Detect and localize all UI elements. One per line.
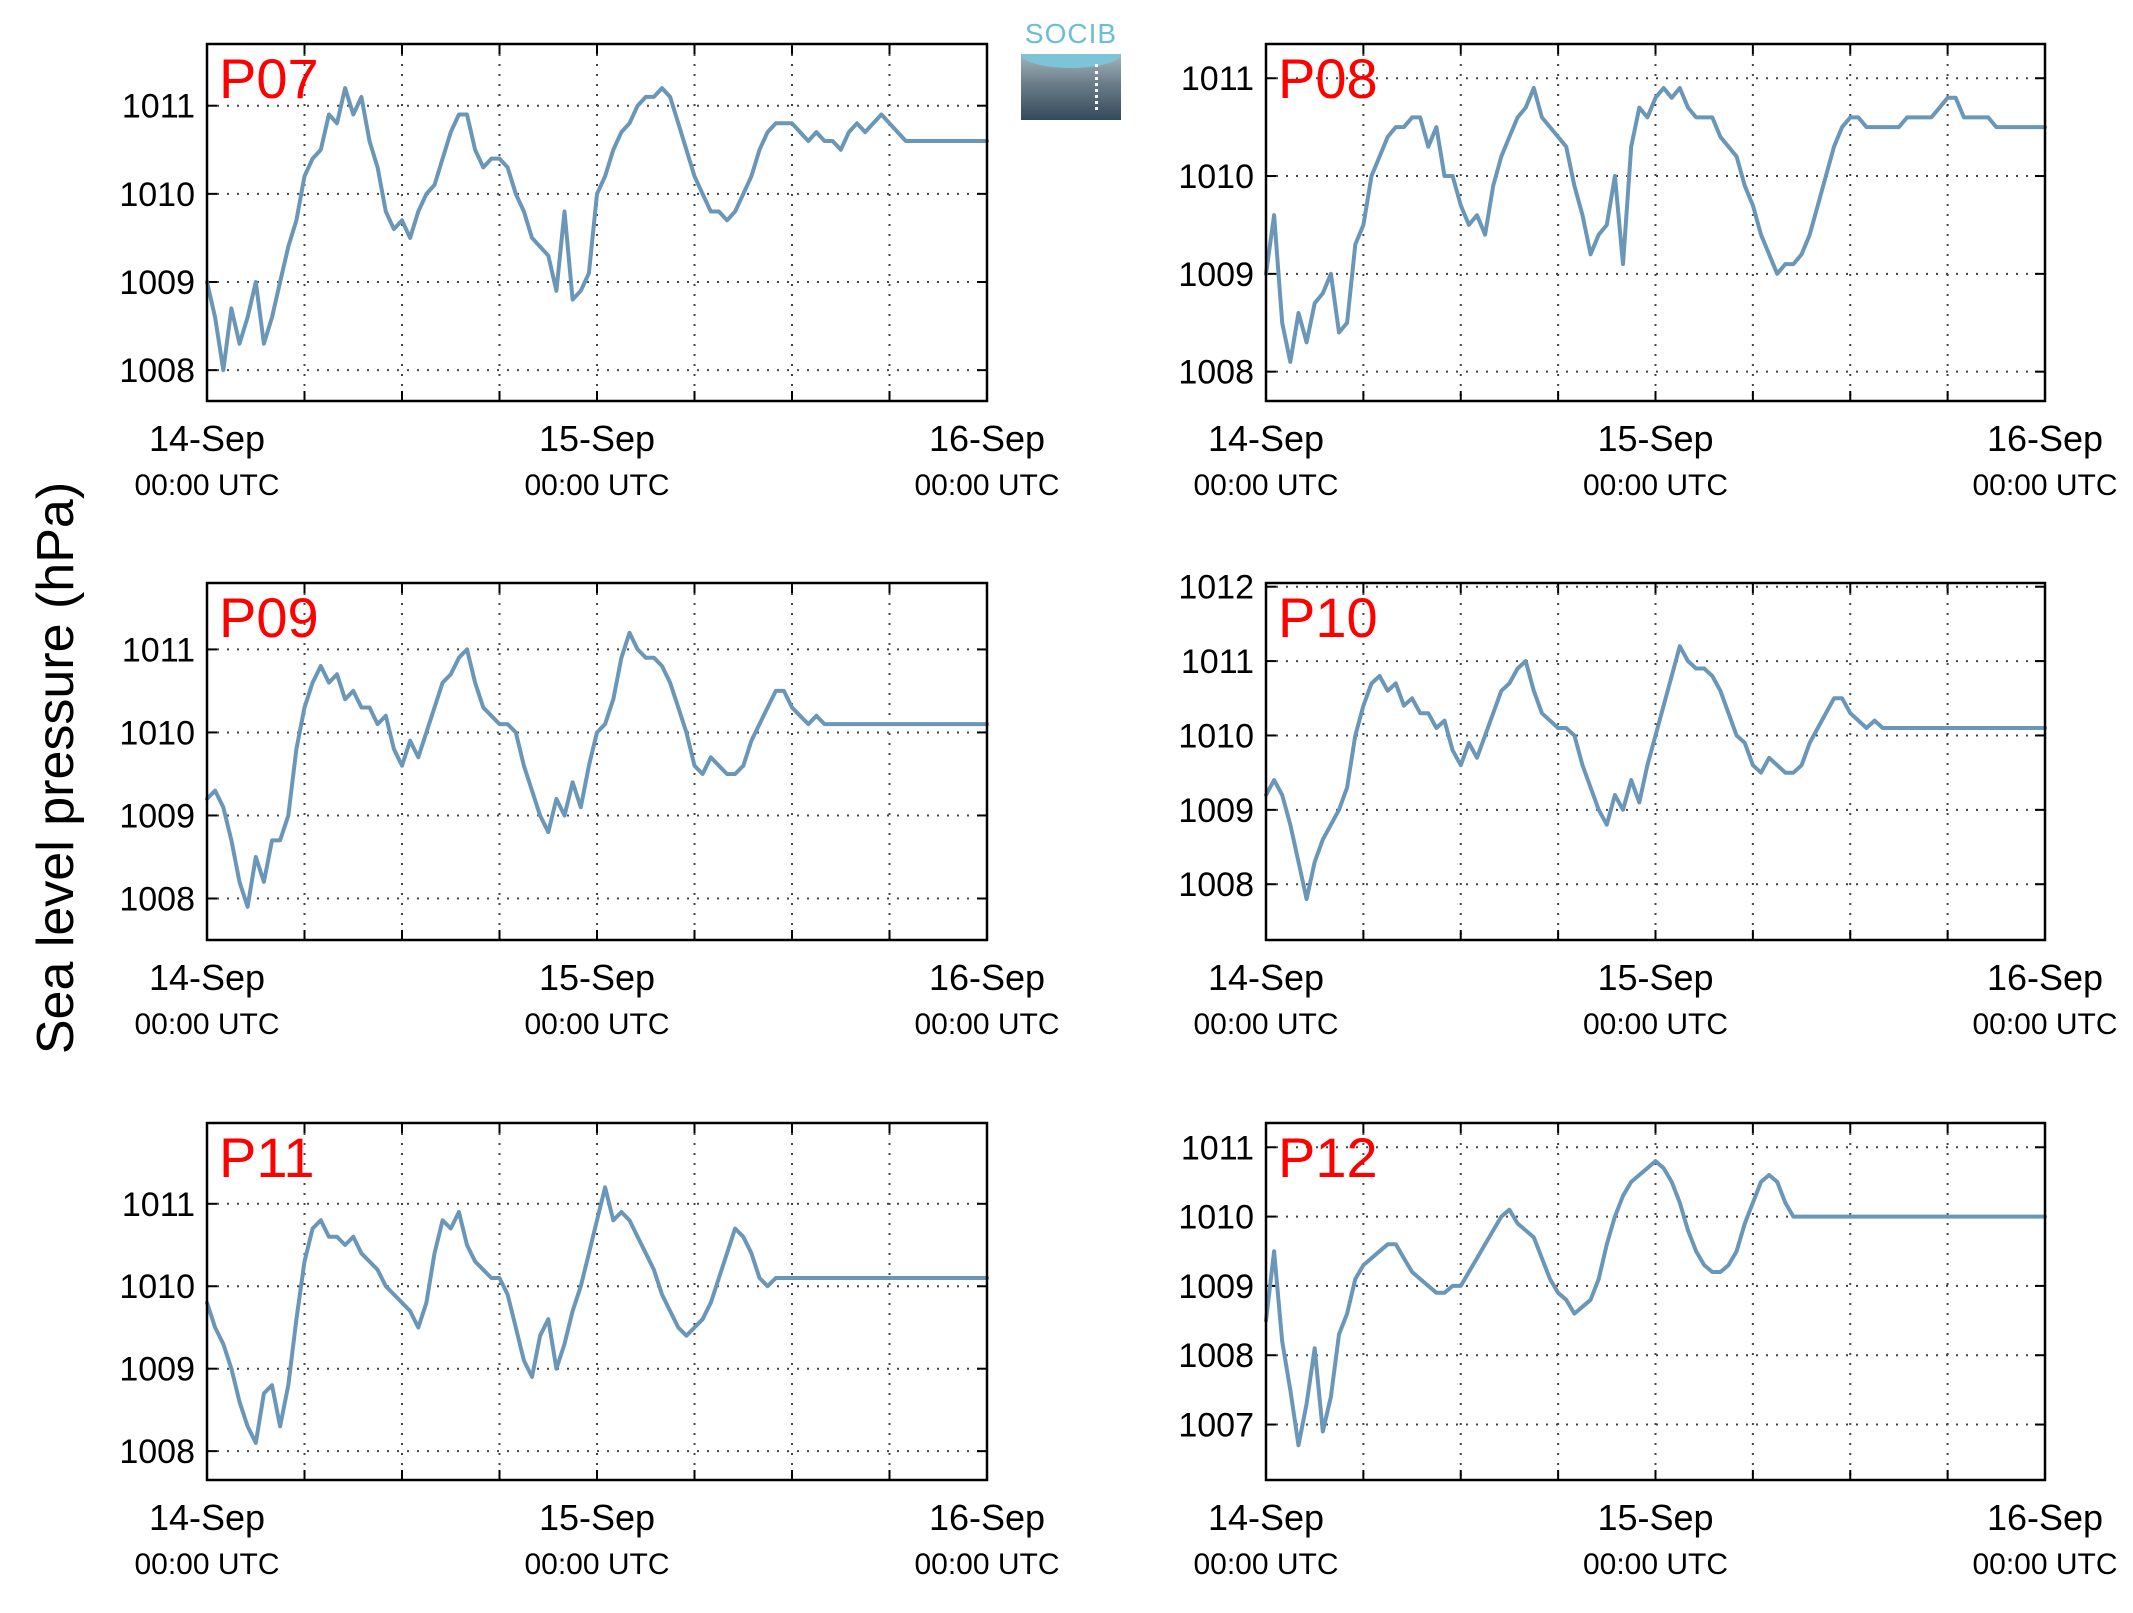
- y-tick-label: 1012: [1178, 569, 1254, 607]
- x-tick-label-date: 16-Sep: [1987, 957, 2103, 998]
- logo-dots: [1095, 64, 1098, 110]
- station-label: P09: [219, 586, 319, 649]
- y-tick-label: 1009: [1178, 792, 1254, 830]
- y-tick-label: 1011: [122, 631, 195, 669]
- x-tick-label-time: 00:00 UTC: [524, 469, 669, 502]
- x-tick-label-time: 00:00 UTC: [914, 469, 1059, 502]
- x-tick-label-time: 00:00 UTC: [1193, 1008, 1338, 1041]
- x-tick-label-time: 00:00 UTC: [524, 1548, 669, 1581]
- x-tick-label-date: 15-Sep: [539, 418, 655, 459]
- series-line: [1264, 1159, 2047, 1448]
- x-tick-label-date: 15-Sep: [1597, 957, 1713, 998]
- chart-panel-p12: 1007 1008 1009 1010 1011 14-Sep 00:00 UTC 15-Se…: [1178, 1121, 2118, 1581]
- y-tick-label: 1008: [1178, 1337, 1254, 1375]
- x-tick-label-time: 00:00 UTC: [1583, 1548, 1728, 1581]
- chart-panel-p11: 1008 1009 1010 1011 14-Sep 00:00 UTC 15-Sep 00:…: [119, 1121, 1060, 1581]
- chart-panel-p09: 1008 1009 1010 1011 14-Sep 00:00 UTC 15-Sep 00:…: [119, 581, 1060, 1041]
- x-tick-label-date: 16-Sep: [929, 957, 1045, 998]
- x-tick-label-time: 00:00 UTC: [1193, 469, 1338, 502]
- x-tick-label-time: 00:00 UTC: [134, 1548, 279, 1581]
- series-line: [205, 630, 989, 909]
- y-tick-label: 1008: [1178, 354, 1254, 392]
- y-tick-label: 1011: [1181, 60, 1254, 98]
- chart-panel-p10: 1008 1009 1010 1011 1012 14-Sep 00:00 UTC 15-Se…: [1178, 569, 2117, 1041]
- x-tick-label-time: 00:00 UTC: [524, 1008, 669, 1041]
- y-tick-label: 1011: [1181, 1129, 1254, 1167]
- x-tick-label-time: 00:00 UTC: [134, 1008, 279, 1041]
- chart-panel-p07: 1008 1009 1010 1011 14-Sep 00:00 UTC 15-Sep 00:…: [119, 42, 1060, 502]
- y-tick-label: 1010: [119, 1268, 195, 1306]
- y-tick-label: 1010: [1178, 158, 1254, 196]
- station-label: P07: [219, 47, 319, 110]
- y-tick-label: 1009: [1178, 256, 1254, 294]
- y-tick-label: 1008: [119, 1433, 195, 1471]
- axes-frame: [1264, 42, 2047, 403]
- x-tick-label-date: 16-Sep: [1987, 1497, 2103, 1538]
- x-tick-label-date: 15-Sep: [539, 957, 655, 998]
- x-tick-label-date: 16-Sep: [929, 418, 1045, 459]
- y-tick-label: 1008: [119, 880, 195, 918]
- x-tick-label-date: 14-Sep: [149, 957, 265, 998]
- x-tick-label-date: 15-Sep: [1597, 1497, 1713, 1538]
- x-tick-label-date: 16-Sep: [1987, 418, 2103, 459]
- x-tick-label-date: 16-Sep: [929, 1497, 1045, 1538]
- x-tick-label-date: 14-Sep: [1208, 418, 1324, 459]
- y-tick-label: 1010: [119, 176, 195, 214]
- y-tick-label: 1009: [119, 1351, 195, 1389]
- x-tick-label-time: 00:00 UTC: [1972, 469, 2117, 502]
- x-tick-label-date: 15-Sep: [1597, 418, 1713, 459]
- x-tick-label-time: 00:00 UTC: [1972, 1548, 2117, 1581]
- y-tick-label: 1009: [1178, 1268, 1254, 1306]
- y-tick-label: 1007: [1178, 1407, 1254, 1445]
- series-line: [1264, 86, 2047, 364]
- x-tick-label-time: 00:00 UTC: [914, 1548, 1059, 1581]
- axes-frame: [205, 1121, 989, 1482]
- y-tick-label: 1010: [119, 714, 195, 752]
- axes-frame: [1264, 1121, 2047, 1482]
- series-line: [1264, 644, 2047, 902]
- y-tick-label: 1010: [1178, 717, 1254, 755]
- station-label: P08: [1278, 47, 1378, 110]
- x-tick-label-time: 00:00 UTC: [134, 469, 279, 502]
- x-tick-label-time: 00:00 UTC: [914, 1008, 1059, 1041]
- x-tick-label-time: 00:00 UTC: [1583, 469, 1728, 502]
- y-tick-label: 1009: [119, 264, 195, 302]
- y-tick-label: 1009: [119, 797, 195, 835]
- station-label: P10: [1278, 586, 1378, 649]
- y-tick-label: 1008: [119, 352, 195, 390]
- socib-logo: SOCIB: [1021, 18, 1121, 122]
- x-tick-label-date: 14-Sep: [1208, 957, 1324, 998]
- chart-panel-p08: 1008 1009 1010 1011 14-Sep 00:00 UTC 15-Sep 00:…: [1178, 42, 2118, 502]
- station-label: P11: [219, 1126, 314, 1189]
- x-tick-label-date: 15-Sep: [539, 1497, 655, 1538]
- axes-frame: [205, 42, 989, 403]
- x-tick-label-date: 14-Sep: [1208, 1497, 1324, 1538]
- station-label: P12: [1278, 1126, 1378, 1189]
- y-tick-label: 1008: [1178, 866, 1254, 904]
- y-tick-label: 1010: [1178, 1199, 1254, 1237]
- y-tick-label: 1011: [122, 88, 195, 126]
- x-tick-label-time: 00:00 UTC: [1193, 1548, 1338, 1581]
- x-tick-label-time: 00:00 UTC: [1972, 1008, 2117, 1041]
- axes-frame: [1264, 581, 2047, 942]
- x-tick-label-date: 14-Sep: [149, 1497, 265, 1538]
- axes-frame: [205, 581, 989, 942]
- y-tick-label: 1011: [122, 1186, 195, 1224]
- logo-text: SOCIB: [1024, 18, 1118, 49]
- series-line: [205, 86, 989, 373]
- series-line: [205, 1185, 989, 1445]
- x-tick-label-date: 14-Sep: [149, 418, 265, 459]
- x-tick-label-time: 00:00 UTC: [1583, 1008, 1728, 1041]
- y-tick-label: 1011: [1181, 643, 1254, 681]
